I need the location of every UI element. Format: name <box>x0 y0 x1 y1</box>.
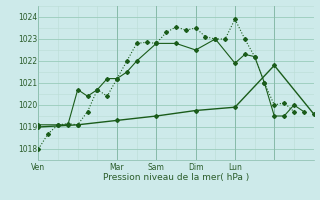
X-axis label: Pression niveau de la mer( hPa ): Pression niveau de la mer( hPa ) <box>103 173 249 182</box>
